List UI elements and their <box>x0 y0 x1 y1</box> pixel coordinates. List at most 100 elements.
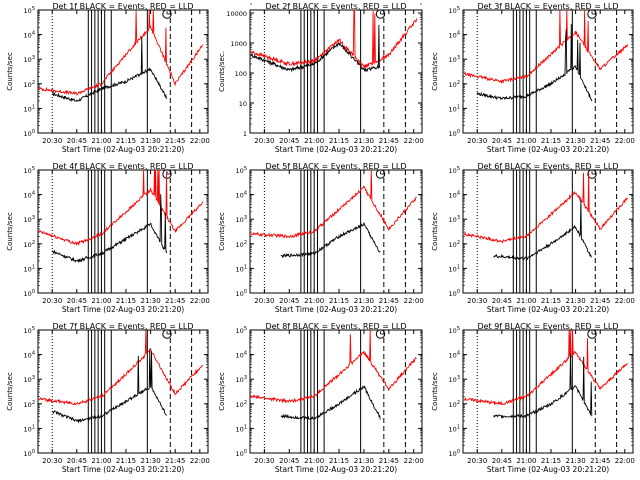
y-tick-label: 101 <box>449 104 460 113</box>
y-tick-label: 102 <box>449 240 460 249</box>
x-tick-label: 21:00 <box>91 457 111 465</box>
y-tick-label: 102 <box>24 400 35 409</box>
y-tick-exponent: 1 <box>32 264 35 270</box>
series-events-line <box>280 221 381 259</box>
y-tick-label: 103 <box>24 375 35 384</box>
y-tick-exponent: 3 <box>32 55 35 61</box>
x-tick-label: 20:45 <box>492 137 512 145</box>
panel-det-7: Det 7f BLACK = Events, RED = LLD10010110… <box>6 322 210 474</box>
y-tick-label: 102 <box>236 400 247 409</box>
y-tick-label: 105 <box>449 166 460 175</box>
series-events-line <box>280 385 381 421</box>
panel-title: Det 4f BLACK = Events, RED = LLD <box>52 162 193 171</box>
y-axis-label: Counts/sec <box>6 212 14 251</box>
x-tick-label: 21:15 <box>541 457 561 465</box>
x-tick-label: 22:00 <box>615 137 635 145</box>
series-lld-line <box>463 171 628 244</box>
y-axis-label: Counts/sec <box>431 52 439 91</box>
y-tick-exponent: 3 <box>457 215 460 221</box>
y-tick-exponent: 3 <box>244 215 247 221</box>
y-tick-label: 101 <box>449 264 460 273</box>
x-tick-label: 20:45 <box>67 457 87 465</box>
y-tick-exponent: 5 <box>457 326 460 332</box>
x-tick-label: 20:30 <box>467 137 487 145</box>
series-lld-line <box>463 9 629 85</box>
x-tick-label: 20:45 <box>279 297 299 305</box>
y-tick-exponent: 4 <box>457 31 460 37</box>
x-axis-label: Start Time (02-Aug-03 20:21:20) <box>487 465 609 474</box>
y-tick-exponent: 0 <box>32 129 35 135</box>
y-tick-label: 105 <box>24 6 35 15</box>
y-tick-label: 103 <box>449 55 460 64</box>
y-tick-label: 103 <box>236 375 247 384</box>
panel-det-5: Det 5f BLACK = Events, RED = LLD10010110… <box>218 162 424 314</box>
x-tick-label: 22:00 <box>190 137 210 145</box>
x-tick-label: 20:30 <box>254 457 274 465</box>
x-tick-label: 21:15 <box>329 457 349 465</box>
y-tick-exponent: 1 <box>457 264 460 270</box>
y-tick-label: 100 <box>449 449 460 458</box>
x-tick-label: 21:00 <box>304 137 324 145</box>
series-events-line <box>52 348 168 424</box>
y-tick-exponent: 5 <box>244 326 247 332</box>
plot-frame <box>462 9 634 134</box>
x-tick-label: 21:30 <box>354 297 374 305</box>
x-tick-label: 21:30 <box>566 297 586 305</box>
x-tick-label: 20:45 <box>279 457 299 465</box>
y-tick-exponent: 1 <box>32 104 35 110</box>
series-lld-line <box>38 329 204 406</box>
x-tick-label: 21:30 <box>566 137 586 145</box>
clock-icon <box>375 169 386 179</box>
y-tick-label: 101 <box>236 424 247 433</box>
y-tick-exponent: 2 <box>32 240 35 246</box>
y-tick-label: 104 <box>24 191 35 200</box>
y-tick-label: 101 <box>449 424 460 433</box>
y-tick-label: 105 <box>236 166 247 175</box>
x-tick-label: 22:00 <box>190 457 210 465</box>
panel-title: Det 6f BLACK = Events, RED = LLD <box>477 162 618 171</box>
x-axis-label: Start Time (02-Aug-03 20:21:20) <box>62 465 184 474</box>
y-axis-label: Counts/sec <box>431 212 439 251</box>
panel-title: Det 8f BLACK = Events, RED = LLD <box>265 322 406 331</box>
y-tick-label: 1000 <box>230 40 247 48</box>
panel-title: Det 2f BLACK = Events, RED = LLD <box>265 2 406 11</box>
plot-frame <box>462 329 634 454</box>
y-tick-label: 103 <box>449 375 460 384</box>
y-tick-exponent: 0 <box>32 289 35 295</box>
y-axis-label: Counts/sec. <box>218 51 226 92</box>
panel-det-9: Det 9f BLACK = Events, RED = LLD10010110… <box>431 322 635 474</box>
y-tick-exponent: 2 <box>457 240 460 246</box>
y-tick-label: 102 <box>449 80 460 89</box>
x-tick-label: 20:30 <box>42 457 62 465</box>
series-events-line <box>476 23 593 102</box>
x-axis-label: Start Time (02-Aug-03 20:21:20) <box>62 305 184 314</box>
y-tick-label: 100 <box>24 129 35 138</box>
clock-icon <box>375 329 386 339</box>
y-tick-exponent: 1 <box>457 424 460 430</box>
y-tick-label: 100 <box>449 129 460 138</box>
panel-det-1: Det 1f BLACK = Events, RED = LLD10010110… <box>6 2 210 154</box>
clock-icon <box>162 329 172 339</box>
y-tick-label: 100 <box>449 289 460 298</box>
y-tick-label: 10000 <box>226 10 247 18</box>
x-tick-label: 21:45 <box>165 297 185 305</box>
x-tick-label: 21:15 <box>329 137 349 145</box>
y-tick-label: 104 <box>24 351 35 360</box>
y-tick-label: 104 <box>236 351 247 360</box>
x-tick-label: 21:45 <box>590 457 610 465</box>
panel-det-2: Det 2f BLACK = Events, RED = LLD 1 10 100 10… <box>218 2 424 154</box>
x-tick-label: 21:15 <box>116 297 136 305</box>
y-tick-label: 100 <box>236 449 247 458</box>
y-tick-exponent: 3 <box>32 215 35 221</box>
x-tick-label: 21:15 <box>116 137 136 145</box>
y-tick-exponent: 1 <box>457 104 460 110</box>
y-tick-exponent: 1 <box>244 424 247 430</box>
y-tick-exponent: 0 <box>457 449 460 455</box>
y-tick-exponent: 2 <box>244 240 247 246</box>
x-tick-label: 21:30 <box>141 137 161 145</box>
y-tick-label: 103 <box>24 55 35 64</box>
series-events-line <box>52 194 168 264</box>
y-tick-label: 104 <box>24 31 35 40</box>
series-lld-line <box>250 9 418 70</box>
